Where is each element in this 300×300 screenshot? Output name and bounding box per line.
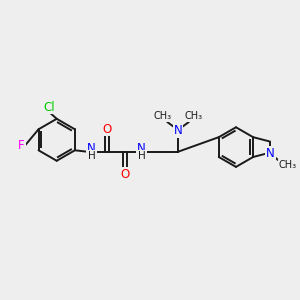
Text: CH₃: CH₃ bbox=[184, 111, 202, 121]
Text: N: N bbox=[137, 142, 146, 155]
Text: CH₃: CH₃ bbox=[154, 111, 172, 121]
Text: H: H bbox=[88, 151, 95, 160]
Text: N: N bbox=[174, 124, 182, 137]
Text: N: N bbox=[87, 142, 96, 155]
Text: O: O bbox=[102, 122, 112, 136]
Text: CH₃: CH₃ bbox=[278, 160, 297, 170]
Text: F: F bbox=[18, 139, 25, 152]
Text: O: O bbox=[120, 168, 130, 181]
Text: H: H bbox=[138, 151, 146, 160]
Text: N: N bbox=[266, 147, 275, 160]
Text: Cl: Cl bbox=[43, 100, 55, 114]
